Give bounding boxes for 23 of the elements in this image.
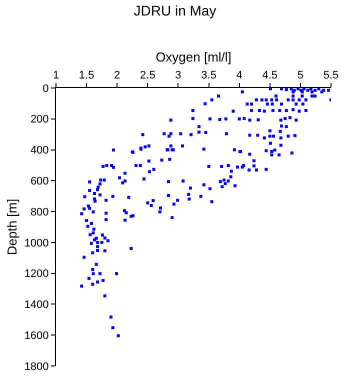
- chart-title: JDRU in May: [134, 2, 216, 19]
- y-tick-label: 600: [30, 176, 49, 188]
- x-tick-label: 5: [297, 70, 304, 82]
- y-tick-label: 1400: [24, 299, 49, 312]
- y-tick-label: 800: [30, 206, 49, 218]
- x-tick-label: 3.5: [201, 70, 216, 82]
- x-tick-label: 2: [114, 70, 120, 82]
- y-tick-label: 0: [42, 82, 49, 95]
- x-tick-label: 5.5: [323, 70, 339, 82]
- y-axis-title: Depth [m]: [4, 198, 20, 256]
- y-tick-label: 400: [30, 144, 49, 157]
- x-tick-label: 4.5: [262, 70, 278, 82]
- y-tick-label: 1800: [24, 360, 49, 373]
- x-axis-title: Oxygen [ml/l]: [156, 50, 232, 65]
- x-tick-label: 4: [236, 70, 242, 82]
- y-tick-label: 200: [30, 114, 49, 126]
- x-tick-label: 1: [52, 70, 60, 82]
- y-tick-label: 1600: [24, 330, 49, 342]
- x-tick-label: 1.5: [78, 70, 94, 82]
- x-tick-label: 2.5: [140, 70, 156, 82]
- y-tick-label: 1200: [24, 268, 49, 280]
- y-tick-label: 1000: [24, 237, 49, 250]
- x-tick-label: 3: [175, 70, 182, 82]
